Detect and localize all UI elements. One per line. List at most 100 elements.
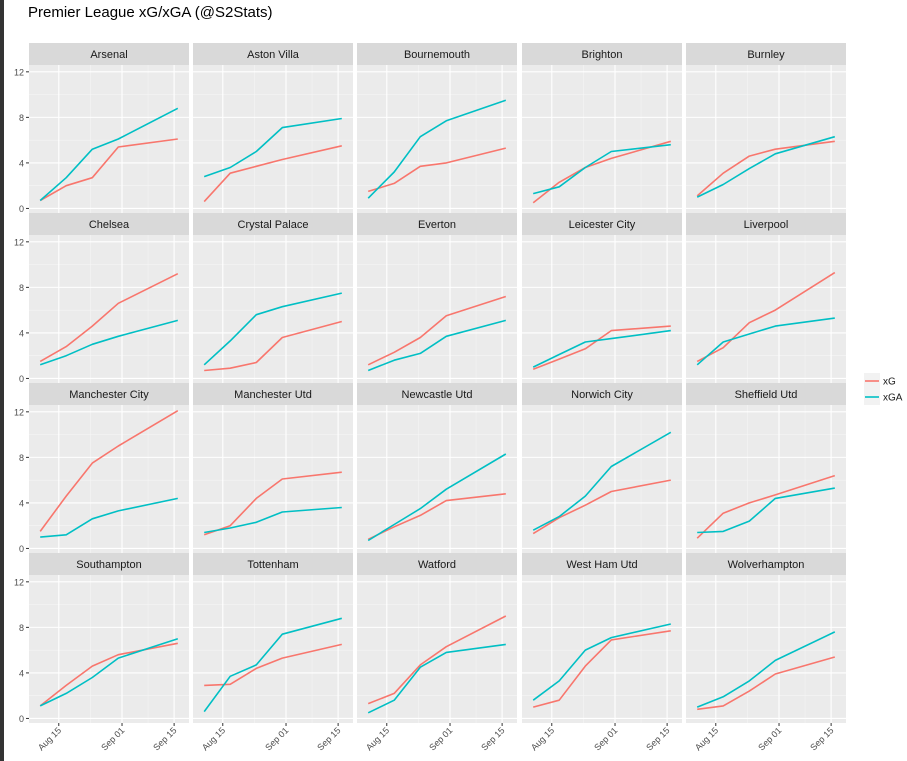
panel-background (29, 235, 189, 383)
series-line-xga (39, 107, 179, 202)
y-tick-label: 12 (14, 577, 24, 587)
x-tick-label: Sep 01 (263, 725, 290, 752)
series-line-xg (367, 615, 507, 705)
panel-strip (522, 383, 682, 405)
panel-strip (193, 553, 353, 575)
panel-title: Wolverhampton (728, 559, 805, 571)
x-tick-label: Sep 01 (427, 725, 454, 752)
panel-newcastle-utd: Newcastle Utd (357, 383, 517, 553)
panel-title: Newcastle Utd (402, 389, 473, 401)
panel-strip (686, 553, 846, 575)
panel-background (193, 65, 353, 213)
series-line-xga (203, 292, 342, 366)
series-line-xg (39, 138, 178, 202)
panel-background (29, 405, 189, 553)
series-line-xg (39, 272, 179, 363)
window-edge (0, 0, 4, 761)
panel-title: Arsenal (90, 49, 127, 61)
y-tick-label: 0 (19, 374, 24, 384)
y-tick-label: 4 (19, 668, 24, 678)
panel-strip (522, 213, 682, 235)
panel-tottenham: Tottenham Aug 15 Sep 01 Sep 15 (193, 553, 353, 753)
series-line-xga (696, 135, 836, 198)
panel-strip (357, 383, 517, 405)
panel-background (357, 405, 517, 553)
panel-background (29, 65, 189, 213)
panel-title: West Ham Utd (566, 559, 637, 571)
panel-title: Watford (418, 559, 456, 571)
panel-strip (357, 213, 517, 235)
panel-arsenal: Arsenal 0 4 8 12 (14, 43, 189, 214)
series-line-xga (203, 117, 342, 178)
panel-background (193, 575, 353, 723)
series-line-xg (696, 140, 835, 197)
series-line-xga (367, 99, 507, 199)
panel-title: Burnley (747, 49, 785, 61)
panel-strip (193, 213, 353, 235)
series-line-xga (696, 631, 836, 708)
series-line-xga (367, 319, 507, 372)
series-line-xga (203, 617, 343, 713)
panel-title: Norwich City (571, 389, 633, 401)
panel-strip (357, 553, 517, 575)
legend-label: xG (883, 377, 896, 388)
series-line-xg (532, 325, 671, 371)
series-line-xg (39, 410, 179, 532)
page-title: Premier League xG/xGA (@S2Stats) (28, 4, 273, 21)
y-tick-label: 0 (19, 714, 24, 724)
panel-title: Southampton (76, 559, 141, 571)
y-tick-label: 8 (19, 283, 24, 293)
panel-background (522, 405, 682, 553)
panel-strip (29, 213, 189, 235)
panel-background (522, 65, 682, 213)
panel-norwich-city: Norwich City (522, 383, 682, 553)
series-line-xg (367, 295, 507, 366)
series-line-xg (367, 493, 506, 541)
panel-title: Brighton (582, 49, 623, 61)
panel-brighton: Brighton (522, 43, 682, 213)
series-line-xg (204, 320, 343, 372)
panel-background (522, 235, 682, 383)
series-line-xga (532, 329, 671, 368)
legend: xG xGA (864, 373, 903, 405)
panel-strip (686, 43, 846, 65)
x-tick-label: Sep 15 (479, 725, 506, 752)
x-tick-label: Aug 15 (529, 725, 556, 752)
panel-burnley: Burnley (686, 43, 846, 213)
series-line-xg (367, 147, 506, 193)
panel-title: Crystal Palace (238, 219, 309, 231)
series-line-xga (696, 317, 835, 366)
series-line-xga (39, 638, 179, 707)
y-tick-label: 4 (19, 158, 24, 168)
panel-strip (193, 383, 353, 405)
series-line-xga (367, 643, 506, 714)
y-tick-label: 8 (19, 113, 24, 123)
panel-background (357, 575, 517, 723)
y-tick-label: 8 (19, 623, 24, 633)
panel-background (193, 405, 353, 553)
panel-background (357, 65, 517, 213)
panel-wolverhampton: Wolverhampton Aug 15 Sep 01 Sep 15 (686, 553, 846, 753)
series-line-xg (696, 474, 836, 539)
panel-title: Aston Villa (247, 49, 300, 61)
panel-strip (686, 213, 846, 235)
y-tick-label: 0 (19, 544, 24, 554)
panel-manchester-utd: Manchester Utd (193, 383, 353, 553)
panel-title: Everton (418, 219, 456, 231)
panel-title: Manchester Utd (234, 389, 312, 401)
x-tick-label: Sep 01 (592, 725, 619, 752)
panel-strip (29, 383, 189, 405)
series-line-xga (532, 431, 672, 531)
panel-strip (686, 383, 846, 405)
x-tick-label: Aug 15 (364, 725, 391, 752)
x-tick-label: Sep 15 (315, 725, 342, 752)
y-tick-label: 12 (14, 407, 24, 417)
panel-title: Manchester City (69, 389, 149, 401)
panel-liverpool: Liverpool (686, 213, 846, 383)
panel-title: Tottenham (247, 559, 298, 571)
series-line-xg (532, 479, 671, 535)
panel-manchester-city: Manchester City 0 4 8 12 (14, 383, 189, 554)
y-tick-label: 12 (14, 67, 24, 77)
x-tick-label: Sep 01 (99, 725, 126, 752)
